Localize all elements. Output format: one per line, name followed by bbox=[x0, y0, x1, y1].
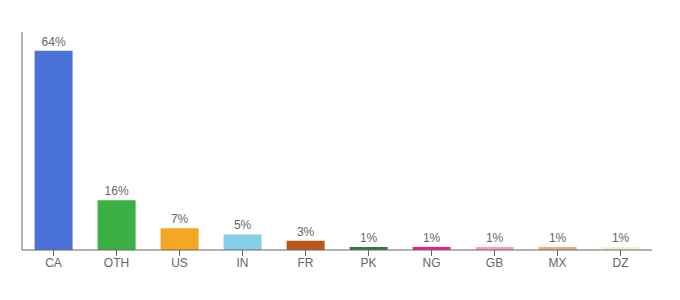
svg-text:PK: PK bbox=[360, 256, 376, 270]
svg-text:MX: MX bbox=[549, 256, 567, 270]
svg-text:1%: 1% bbox=[612, 231, 630, 245]
svg-text:64%: 64% bbox=[42, 35, 66, 49]
svg-text:1%: 1% bbox=[360, 231, 378, 245]
svg-text:1%: 1% bbox=[549, 231, 567, 245]
svg-text:FR: FR bbox=[298, 256, 314, 270]
svg-text:3%: 3% bbox=[297, 225, 315, 239]
svg-text:1%: 1% bbox=[423, 231, 441, 245]
svg-text:5%: 5% bbox=[234, 218, 252, 232]
svg-text:OTH: OTH bbox=[104, 256, 129, 270]
svg-text:7%: 7% bbox=[171, 212, 189, 226]
svg-text:1%: 1% bbox=[486, 231, 504, 245]
svg-text:DZ: DZ bbox=[613, 256, 629, 270]
svg-text:CA: CA bbox=[45, 256, 62, 270]
svg-text:GB: GB bbox=[486, 256, 503, 270]
svg-text:US: US bbox=[171, 256, 188, 270]
svg-text:16%: 16% bbox=[105, 184, 129, 198]
svg-text:IN: IN bbox=[237, 256, 249, 270]
svg-text:NG: NG bbox=[423, 256, 441, 270]
